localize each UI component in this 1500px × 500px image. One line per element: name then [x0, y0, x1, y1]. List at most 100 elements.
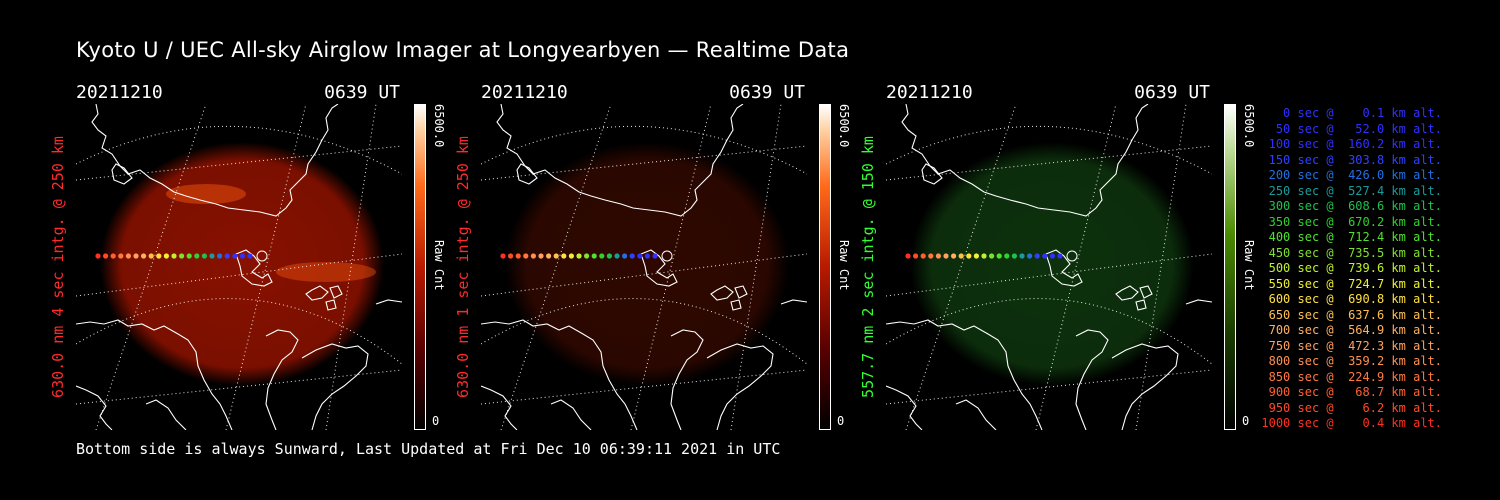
- trajectory-point: [920, 253, 926, 259]
- allsky-map-svg: [886, 104, 1212, 430]
- trajectory-point: [1042, 253, 1048, 259]
- colorbar-min: 0: [432, 414, 440, 428]
- trajectory-point: [996, 253, 1002, 259]
- trajectory-point: [958, 253, 964, 259]
- map-grid: [76, 104, 402, 430]
- colorbar-max: 6500.0: [432, 104, 446, 148]
- trajectory-point: [110, 253, 116, 259]
- trajectory-entry: 0 sec @ 0.1 km alt.: [1261, 106, 1442, 120]
- allsky-map: [76, 104, 402, 430]
- trajectory-entry: 1000 sec @ 0.4 km alt.: [1261, 416, 1442, 430]
- trajectory-point: [584, 253, 590, 259]
- colorbar-min: 0: [837, 414, 845, 428]
- trajectory-point: [530, 253, 536, 259]
- trajectory-entry: 300 sec @ 608.6 km alt.: [1261, 199, 1442, 213]
- trajectory-point: [981, 253, 987, 259]
- trajectory-entry: 200 sec @ 426.0 km alt.: [1261, 168, 1442, 182]
- trajectory-point: [141, 253, 147, 259]
- trajectory-point: [1004, 253, 1010, 259]
- trajectory-track: [500, 250, 673, 262]
- trajectory-point: [1027, 253, 1033, 259]
- trajectory-point: [247, 253, 253, 259]
- trajectory-point: [1011, 253, 1017, 259]
- trajectory-point: [224, 253, 230, 259]
- aurora-arc: [166, 184, 246, 204]
- panel-ylabel-text: 630.0 nm 4 sec intg. @ 250 km: [49, 136, 67, 398]
- trajectory-track: [95, 250, 268, 262]
- trajectory-point: [515, 253, 521, 259]
- coastline: [481, 104, 807, 430]
- colorbar-unit: Raw Cnt: [432, 240, 446, 291]
- trajectory-entry: 250 sec @ 527.4 km alt.: [1261, 183, 1442, 198]
- panel-time: 0639 UT: [729, 82, 805, 103]
- trajectory-point: [637, 253, 643, 259]
- trajectory-entry: 650 sec @ 637.6 km alt.: [1261, 307, 1442, 322]
- colorbar-max: 6500.0: [837, 104, 851, 148]
- panel-time: 0639 UT: [324, 82, 400, 103]
- trajectory-point: [500, 253, 506, 259]
- station-marker: [256, 250, 268, 262]
- panel-date: 20211210: [886, 82, 973, 103]
- colorbar-unit: Raw Cnt: [837, 240, 851, 291]
- trajectory-entry: 850 sec @ 224.9 km alt.: [1261, 369, 1442, 384]
- trajectory-point: [553, 253, 559, 259]
- trajectory-point: [652, 253, 658, 259]
- trajectory-legend: 0 sec @ 0.1 km alt. 50 sec @ 52.0 km alt…: [1250, 106, 1442, 432]
- panel-ylabel: 630.0 nm 1 sec intg. @ 250 km: [451, 104, 475, 430]
- trajectory-point: [905, 253, 911, 259]
- colorbar: [1224, 104, 1236, 430]
- panel-ylabel-text: 630.0 nm 1 sec intg. @ 250 km: [454, 136, 472, 398]
- trajectory-point: [179, 253, 185, 259]
- trajectory-point: [614, 253, 620, 259]
- airglow-image: [100, 142, 384, 386]
- trajectory-point: [599, 253, 605, 259]
- trajectory-point: [523, 253, 529, 259]
- panel-time: 0639 UT: [1134, 82, 1210, 103]
- trajectory-track: [905, 250, 1078, 262]
- trajectory-point: [966, 253, 972, 259]
- trajectory-point: [95, 253, 101, 259]
- page-title: Kyoto U / UEC All-sky Airglow Imager at …: [76, 38, 850, 62]
- trajectory-point: [186, 253, 192, 259]
- trajectory-point: [148, 253, 154, 259]
- trajectory-entry: 400 sec @ 712.4 km alt.: [1261, 230, 1442, 244]
- trajectory-point: [209, 253, 215, 259]
- trajectory-entry: 550 sec @ 724.7 km alt.: [1261, 276, 1442, 291]
- imager-panel-630nm-1sec: 20211210 0639 UT 630.0 nm 1 sec intg. @ …: [454, 80, 881, 440]
- trajectory-point: [644, 253, 650, 259]
- trajectory-entry: 700 sec @ 564.9 km alt.: [1261, 323, 1442, 337]
- colorbar-min: 0: [1242, 414, 1250, 428]
- trajectory-point: [163, 253, 169, 259]
- panel-ylabel-text: 557.7 nm 2 sec intg. @ 150 km: [859, 136, 877, 398]
- trajectory-point: [156, 253, 162, 259]
- map-grid: [481, 104, 807, 430]
- trajectory-point: [538, 253, 544, 259]
- trajectory-entry: 950 sec @ 6.2 km alt.: [1261, 400, 1442, 415]
- coastline: [76, 104, 402, 430]
- trajectory-point: [943, 253, 949, 259]
- allsky-map-svg: [481, 104, 807, 430]
- trajectory-entry: 800 sec @ 359.2 km alt.: [1261, 354, 1442, 368]
- trajectory-point: [217, 253, 223, 259]
- trajectory-point: [591, 253, 597, 259]
- trajectory-entry: 150 sec @ 303.8 km alt.: [1261, 152, 1442, 167]
- trajectory-entry: 100 sec @ 160.2 km alt.: [1261, 137, 1442, 151]
- trajectory-point: [576, 253, 582, 259]
- colorbar: [819, 104, 831, 430]
- trajectory-entry: 50 sec @ 52.0 km alt.: [1261, 121, 1442, 136]
- imager-panel-557nm-2sec: 20211210 0639 UT 557.7 nm 2 sec intg. @ …: [859, 80, 1286, 440]
- trajectory-point: [194, 253, 200, 259]
- trajectory-point: [118, 253, 124, 259]
- aurora-arc: [276, 262, 376, 282]
- trajectory-point: [606, 253, 612, 259]
- coastline: [886, 104, 1212, 430]
- trajectory-point: [622, 253, 628, 259]
- allsky-map: [886, 104, 1212, 430]
- trajectory-entry: 600 sec @ 690.8 km alt.: [1261, 292, 1442, 306]
- trajectory-point: [928, 253, 934, 259]
- trajectory-entry: 750 sec @ 472.3 km alt.: [1261, 338, 1442, 353]
- trajectory-point: [989, 253, 995, 259]
- trajectory-entry: 450 sec @ 735.5 km alt.: [1261, 245, 1442, 260]
- trajectory-point: [171, 253, 177, 259]
- trajectory-point: [1034, 253, 1040, 259]
